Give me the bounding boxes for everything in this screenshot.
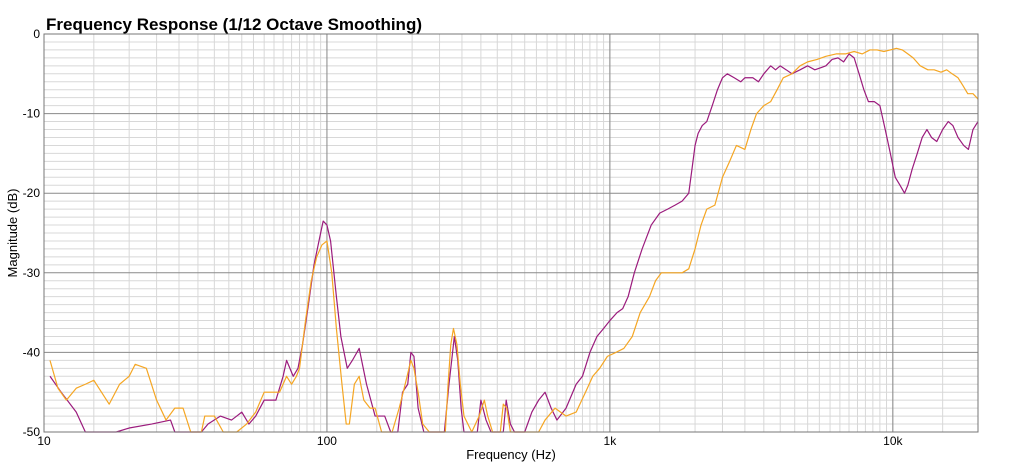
y-tick-label: -20: [23, 186, 41, 200]
x-tick-labels: 10 100 1k 10k: [37, 434, 903, 448]
x-axis-label: Frequency (Hz): [466, 447, 556, 462]
y-tick-labels: 0 -10 -20 -30 -40 -50: [23, 27, 41, 439]
y-tick-label: -10: [23, 107, 41, 121]
chart-title: Frequency Response (1/12 Octave Smoothin…: [46, 15, 422, 34]
x-tick-label: 10k: [883, 434, 903, 448]
series-line-1: [49, 53, 979, 433]
x-tick-label: 1k: [604, 434, 618, 448]
y-axis-label: Magnitude (dB): [5, 189, 20, 278]
x-tick-label: 100: [317, 434, 337, 448]
y-tick-label: -40: [23, 345, 41, 359]
y-tick-label: -50: [23, 425, 41, 439]
plot-border: [43, 33, 979, 433]
y-tick-label: -30: [23, 266, 41, 280]
y-tick-label: 0: [33, 27, 40, 41]
x-tick-label: 10: [37, 434, 51, 448]
